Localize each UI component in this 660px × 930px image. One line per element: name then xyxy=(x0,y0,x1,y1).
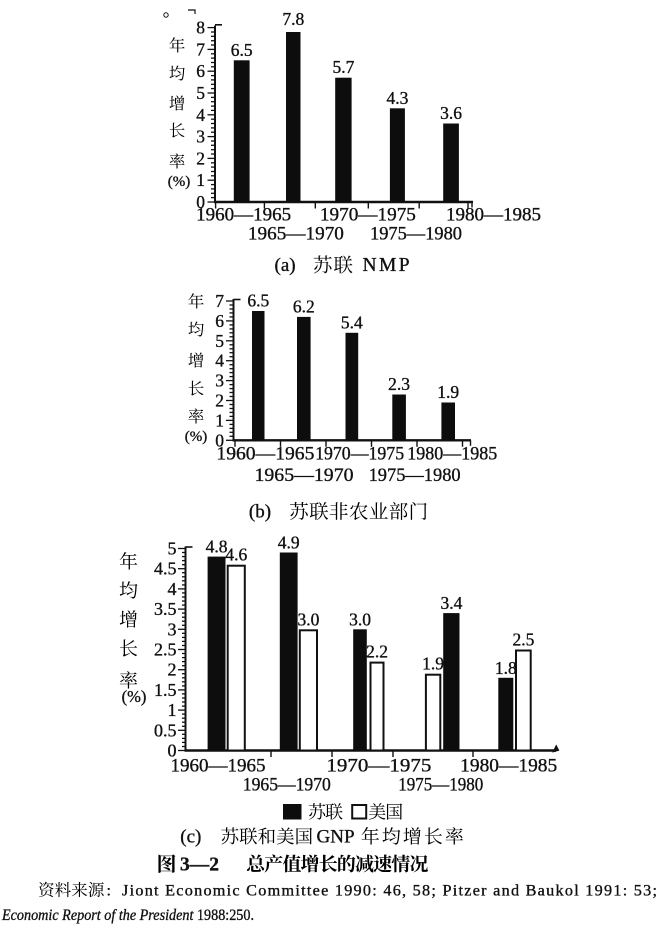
svg-text:2.2: 2.2 xyxy=(366,642,388,662)
svg-text:(a): (a) xyxy=(275,255,296,276)
svg-text:5: 5 xyxy=(215,331,224,351)
svg-text:1975—1980: 1975—1980 xyxy=(370,224,462,245)
svg-text:5: 5 xyxy=(196,83,205,103)
svg-text:(%): (%) xyxy=(122,687,147,706)
svg-text:1970—1975: 1970—1975 xyxy=(320,205,416,226)
svg-text:(b): (b) xyxy=(249,502,271,523)
svg-text:1.8: 1.8 xyxy=(495,658,517,678)
svg-text:1.9: 1.9 xyxy=(437,382,459,402)
svg-text:6.5: 6.5 xyxy=(231,40,253,60)
svg-text:5.7: 5.7 xyxy=(332,57,354,77)
svg-text:1960—1965: 1960—1965 xyxy=(171,756,266,777)
svg-text:1965—1970: 1965—1970 xyxy=(255,465,354,486)
svg-text:3: 3 xyxy=(215,371,224,391)
svg-text:(c): (c) xyxy=(180,827,201,848)
svg-text:4: 4 xyxy=(215,351,224,371)
svg-text:4.3: 4.3 xyxy=(386,88,408,108)
svg-text:1.5: 1.5 xyxy=(154,680,177,700)
svg-text:6: 6 xyxy=(215,311,224,331)
svg-text:7.8: 7.8 xyxy=(282,9,304,29)
svg-text:1960—1965: 1960—1965 xyxy=(216,444,314,465)
svg-text:1970—1975: 1970—1975 xyxy=(326,756,431,777)
svg-text:1: 1 xyxy=(168,700,177,720)
svg-text:1975—1980: 1975—1980 xyxy=(398,775,483,796)
svg-text:3.0: 3.0 xyxy=(349,609,371,629)
svg-text:4.6: 4.6 xyxy=(225,545,247,565)
svg-text:6.2: 6.2 xyxy=(293,296,315,316)
svg-text:1970—1975: 1970—1975 xyxy=(315,444,404,465)
svg-text:1980—1985: 1980—1985 xyxy=(460,756,557,777)
svg-text:1965—1970: 1965—1970 xyxy=(243,775,331,796)
svg-text:2.3: 2.3 xyxy=(388,374,410,394)
svg-text:2: 2 xyxy=(215,391,224,411)
svg-text:3: 3 xyxy=(168,619,177,639)
svg-text:2: 2 xyxy=(196,148,205,168)
svg-text:Jiont Economic Committee 1990:: Jiont Economic Committee 1990: 46, 58; P… xyxy=(122,882,657,900)
svg-text:1: 1 xyxy=(196,170,205,190)
svg-text:Economic Report of the Preside: Economic Report of the President 1988:25… xyxy=(1,906,254,924)
svg-text:3.4: 3.4 xyxy=(440,593,462,613)
svg-text:NMP: NMP xyxy=(363,255,412,276)
svg-text:1.9: 1.9 xyxy=(422,654,444,674)
svg-text:1960—1965: 1960—1965 xyxy=(196,205,291,226)
svg-text:(%): (%) xyxy=(185,429,208,445)
svg-text:3.5: 3.5 xyxy=(154,599,177,619)
svg-text:1: 1 xyxy=(215,410,224,430)
svg-text:7: 7 xyxy=(196,39,205,59)
svg-text:2.5: 2.5 xyxy=(154,640,177,660)
svg-text:6: 6 xyxy=(196,61,205,81)
svg-text:4.5: 4.5 xyxy=(154,559,177,579)
svg-text:2: 2 xyxy=(168,660,177,680)
svg-text:1965—1970: 1965—1970 xyxy=(248,224,344,245)
svg-text:1975—1980: 1975—1980 xyxy=(369,465,461,486)
svg-text:7: 7 xyxy=(215,291,224,311)
svg-text:0.5: 0.5 xyxy=(154,720,177,740)
svg-text:3—2: 3—2 xyxy=(180,855,219,876)
svg-text:5.4: 5.4 xyxy=(341,312,363,332)
svg-text:(%): (%) xyxy=(168,174,191,190)
svg-text:3.0: 3.0 xyxy=(297,609,319,629)
svg-text:5: 5 xyxy=(168,539,177,559)
svg-text:4.9: 4.9 xyxy=(278,533,300,553)
svg-text:6.5: 6.5 xyxy=(247,290,269,310)
svg-text:4.8: 4.8 xyxy=(206,537,228,557)
svg-text::: : xyxy=(107,883,111,900)
svg-text:3.6: 3.6 xyxy=(440,103,462,123)
svg-text:0: 0 xyxy=(215,430,224,450)
svg-text:4: 4 xyxy=(196,105,205,125)
svg-text:1980—1985: 1980—1985 xyxy=(407,444,497,465)
svg-text:GNP: GNP xyxy=(317,827,355,848)
svg-text:0: 0 xyxy=(168,741,177,761)
svg-text:0: 0 xyxy=(196,192,205,212)
svg-text:8: 8 xyxy=(196,18,205,38)
svg-text:3: 3 xyxy=(196,127,205,147)
svg-text:4: 4 xyxy=(168,579,177,599)
svg-text:1980—1985: 1980—1985 xyxy=(446,205,541,226)
svg-text:2.5: 2.5 xyxy=(512,630,534,650)
